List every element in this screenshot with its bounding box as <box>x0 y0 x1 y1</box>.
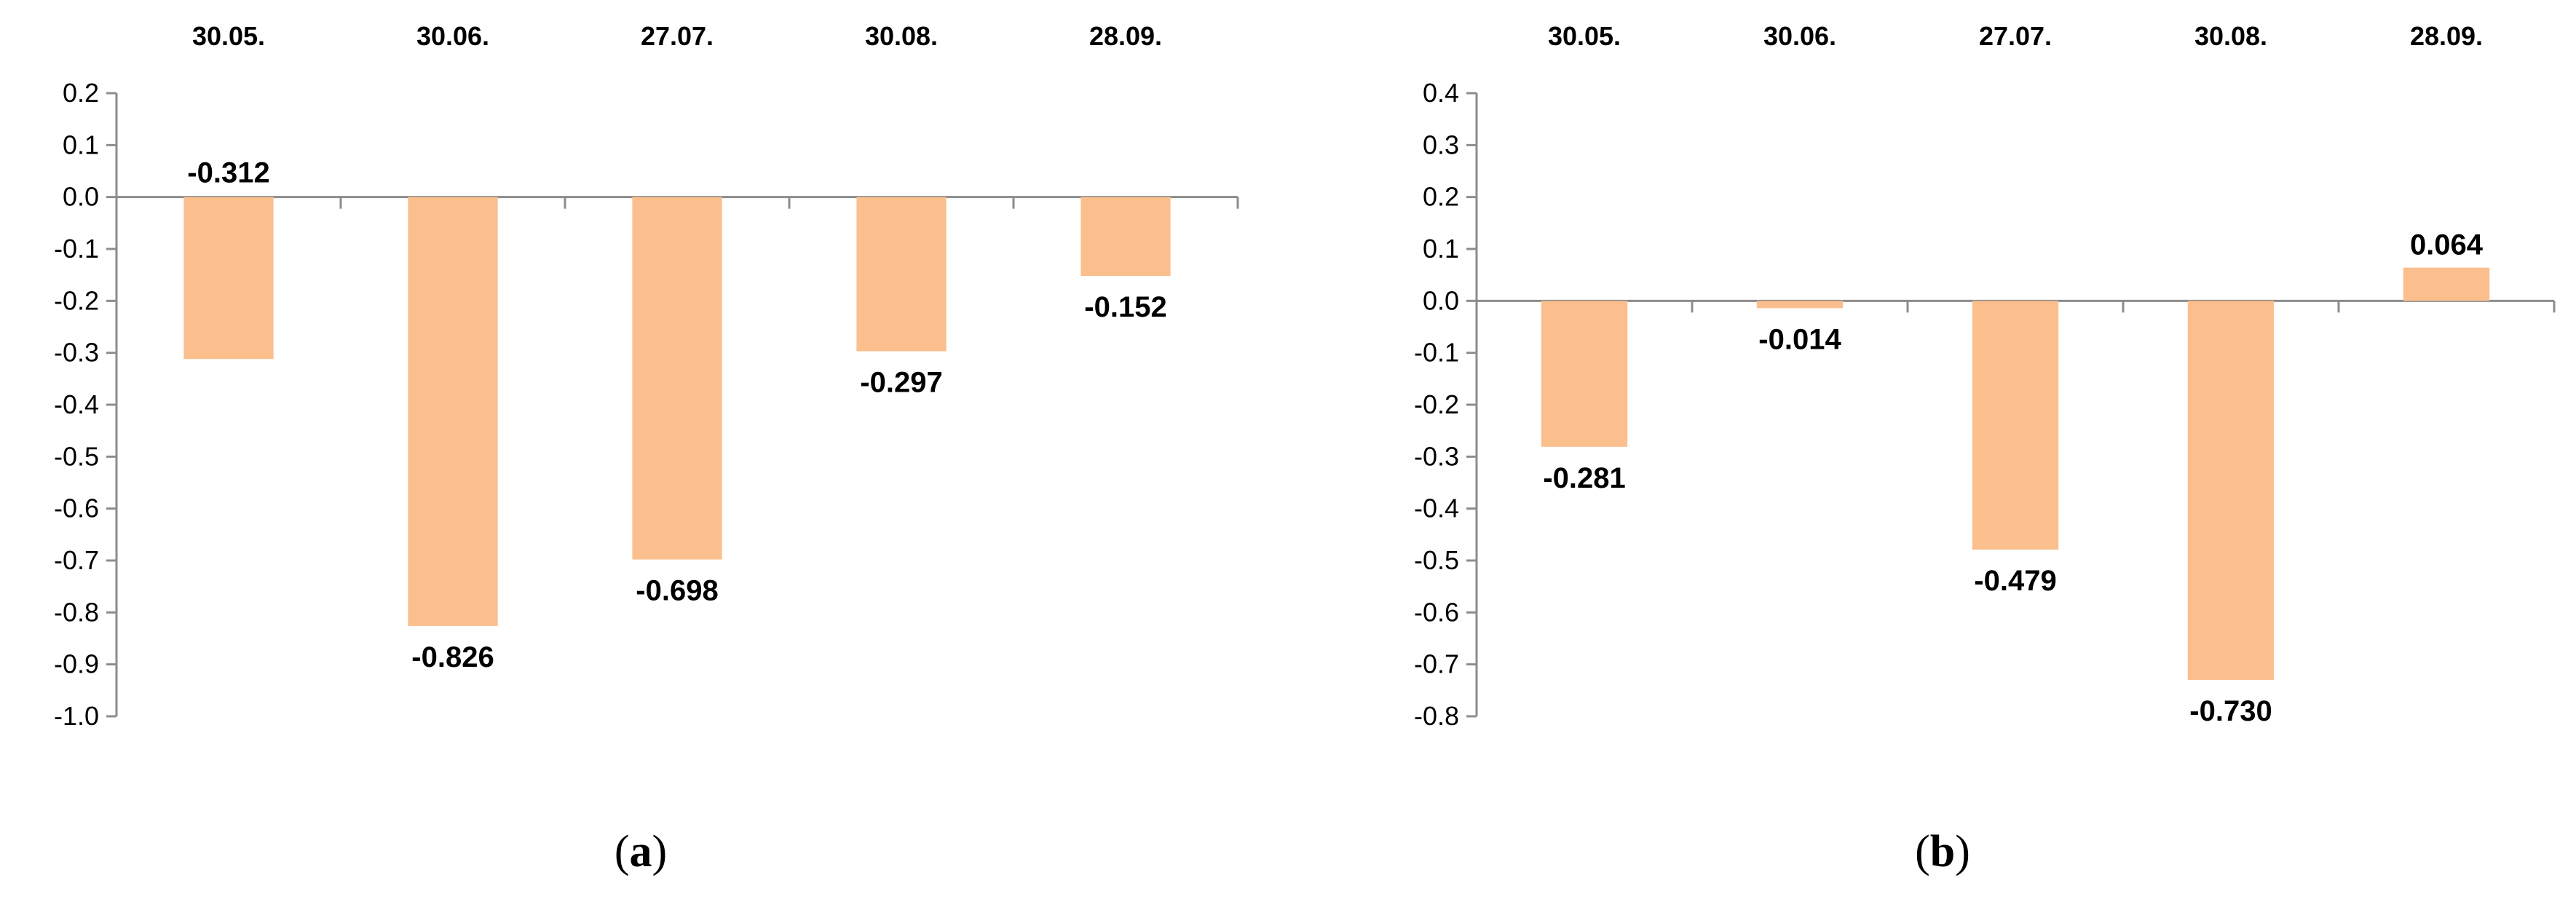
bar <box>183 197 274 360</box>
bar <box>1080 197 1171 277</box>
category-label: 30.08. <box>2194 21 2267 51</box>
y-tick-label: 0.1 <box>63 130 99 159</box>
y-tick-label: -1.0 <box>54 701 99 731</box>
bar <box>2403 267 2490 301</box>
data-label: 0.064 <box>2410 229 2484 261</box>
y-tick-label: -0.6 <box>54 494 99 523</box>
category-label: 27.07. <box>641 21 714 51</box>
y-tick-label: -0.2 <box>54 285 99 315</box>
chart-panel-a: 0.2 0.1 0.0 -0.1 -0.2 -0.3 -0.4 -0.5 -0.6 -0.7 -0.… <box>54 21 1239 731</box>
data-label: -0.826 <box>411 641 494 673</box>
caption-b: (b) <box>1915 827 1970 876</box>
y-tick-label: -0.9 <box>54 649 99 679</box>
bar <box>408 197 498 626</box>
category-label: 30.05. <box>192 21 265 51</box>
y-tick-label: 0.0 <box>1423 285 1459 315</box>
data-label: -0.479 <box>1974 565 2056 597</box>
data-label: -0.014 <box>1758 323 1841 355</box>
data-label: -0.297 <box>860 367 942 399</box>
data-label: -0.698 <box>636 575 718 607</box>
y-tick-label: -0.1 <box>54 234 99 264</box>
data-label: -0.281 <box>1543 462 1625 494</box>
category-label: 30.08. <box>865 21 938 51</box>
bar <box>2187 301 2275 681</box>
y-tick-label: 0.1 <box>1423 234 1459 264</box>
y-tick-label: 0.2 <box>1423 182 1459 212</box>
data-label: -0.152 <box>1084 291 1166 323</box>
y-tick-label: -0.8 <box>1414 701 1459 731</box>
y-tick-label: 0.3 <box>1423 130 1459 159</box>
category-label: 27.07. <box>1979 21 2052 51</box>
bar <box>1756 301 1844 309</box>
data-label: -0.312 <box>187 157 269 189</box>
y-tick-label: -0.3 <box>1414 441 1459 471</box>
chart-panel-b: 0.4 0.3 0.2 0.1 0.0 -0.1 -0.2 -0.3 -0.4 -0.5 -0.6 -… <box>1414 21 2556 731</box>
y-tick-label: -0.8 <box>54 597 99 627</box>
category-label: 28.09. <box>1089 21 1162 51</box>
y-tick-label: -0.7 <box>54 545 99 575</box>
y-tick-label: 0.2 <box>63 78 99 108</box>
y-tick-label: -0.4 <box>1414 494 1459 523</box>
category-label: 30.06. <box>416 21 489 51</box>
y-tick-label: -0.7 <box>1414 649 1459 679</box>
category-label: 28.09. <box>2410 21 2483 51</box>
caption-a: (a) <box>615 827 667 876</box>
y-tick-label: 0.4 <box>1423 78 1459 108</box>
data-label: -0.730 <box>2189 695 2272 727</box>
category-label: 30.06. <box>1763 21 1836 51</box>
y-tick-label: -0.1 <box>1414 338 1459 368</box>
category-label: 30.05. <box>1548 21 1621 51</box>
y-tick-label: -0.4 <box>54 389 99 419</box>
y-tick-label: -0.5 <box>54 441 99 471</box>
y-tick-label: 0.0 <box>63 182 99 212</box>
bar <box>856 197 947 352</box>
y-tick-label: -0.2 <box>1414 389 1459 419</box>
y-tick-label: -0.3 <box>54 338 99 368</box>
bar <box>1541 301 1628 447</box>
bar <box>1972 301 2059 550</box>
y-tick-label: -0.5 <box>1414 545 1459 575</box>
y-tick-label: -0.6 <box>1414 597 1459 627</box>
bar <box>632 197 722 560</box>
